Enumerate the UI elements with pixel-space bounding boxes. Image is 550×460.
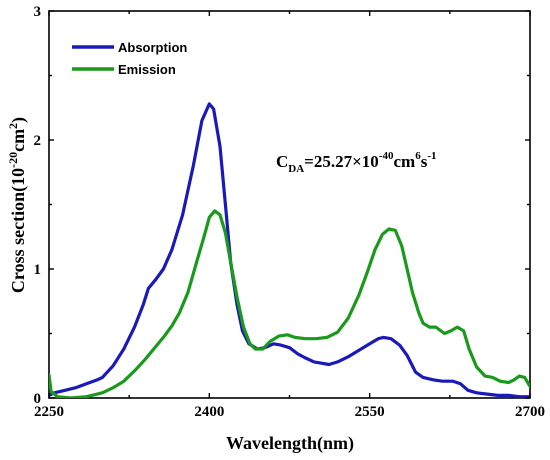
y-title-mid: cm [8, 129, 28, 152]
y-tick-label: 0 [34, 391, 42, 407]
x-tick-label: 2400 [194, 404, 224, 420]
cda-sup1: -40 [379, 150, 394, 162]
y-title-sup2: 2 [6, 123, 20, 129]
y-tick-label: 3 [34, 4, 42, 20]
cda-sup2: 6 [415, 150, 421, 162]
x-axis-title: Wavelength(nm) [226, 433, 354, 454]
series-line-emission [49, 209, 530, 398]
y-tick-label: 1 [34, 262, 42, 278]
tick-layer: 2250 2400 2550 2700 0 1 2 3 [34, 4, 546, 420]
legend-label-absorption: Absorption [118, 40, 187, 55]
legend-label-emission: Emission [118, 62, 176, 77]
y-title-main: Cross section(10 [8, 168, 29, 293]
y-title-end: ) [8, 117, 29, 123]
x-tick-label: 2550 [355, 404, 385, 420]
series-layer [49, 102, 530, 398]
y-tick-label: 2 [34, 133, 42, 149]
cda-c: C [276, 152, 288, 171]
legend: Absorption Emission [72, 40, 187, 77]
y-title-sup1: -20 [6, 152, 20, 168]
cda-text2: cm [393, 152, 415, 171]
cda-text3: s [421, 152, 428, 171]
x-tick-label: 2250 [34, 404, 64, 420]
cda-sup3: -1 [427, 150, 436, 162]
series-line-absorption [49, 102, 530, 398]
y-axis-title: Cross section(10-20cm2) [6, 117, 29, 293]
cda-text1: =25.27×10 [304, 152, 379, 171]
x-tick-label: 2700 [515, 404, 545, 420]
cda-annotation: CDA=25.27×10-40cm6s-1 [276, 150, 436, 175]
cda-sub: DA [288, 163, 304, 175]
